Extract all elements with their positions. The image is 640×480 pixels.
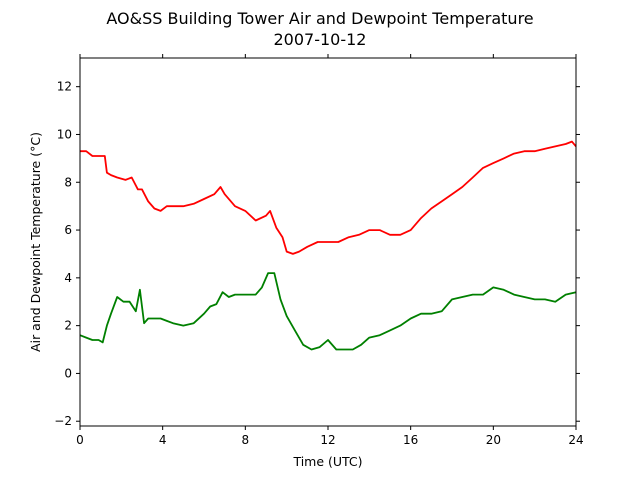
chart-title: AO&SS Building Tower Air and Dewpoint Te… bbox=[106, 9, 533, 28]
y-tick-label: 10 bbox=[57, 127, 72, 141]
y-tick-label: 8 bbox=[64, 175, 72, 189]
y-tick-label: 6 bbox=[64, 223, 72, 237]
series-line-1 bbox=[79, 272, 577, 351]
chart-subtitle: 2007-10-12 bbox=[274, 30, 367, 49]
series-line-0 bbox=[80, 140, 577, 255]
y-tick-label: 0 bbox=[64, 366, 72, 380]
x-tick-label: 4 bbox=[159, 433, 167, 447]
x-tick-label: 12 bbox=[320, 433, 335, 447]
x-tick-label: 20 bbox=[486, 433, 501, 447]
y-tick-label: 2 bbox=[64, 319, 72, 333]
x-axis-label: Time (UTC) bbox=[292, 454, 362, 469]
x-tick-label: 24 bbox=[568, 433, 583, 447]
y-tick-label: 12 bbox=[57, 80, 72, 94]
y-tick-label: 4 bbox=[64, 271, 72, 285]
x-tick-label: 16 bbox=[403, 433, 418, 447]
x-tick-label: 0 bbox=[76, 433, 84, 447]
y-axis-label: Air and Dewpoint Temperature (°C) bbox=[28, 132, 43, 352]
x-tick-label: 8 bbox=[242, 433, 250, 447]
y-tick-label: −2 bbox=[54, 414, 72, 428]
series-layer bbox=[79, 140, 577, 351]
